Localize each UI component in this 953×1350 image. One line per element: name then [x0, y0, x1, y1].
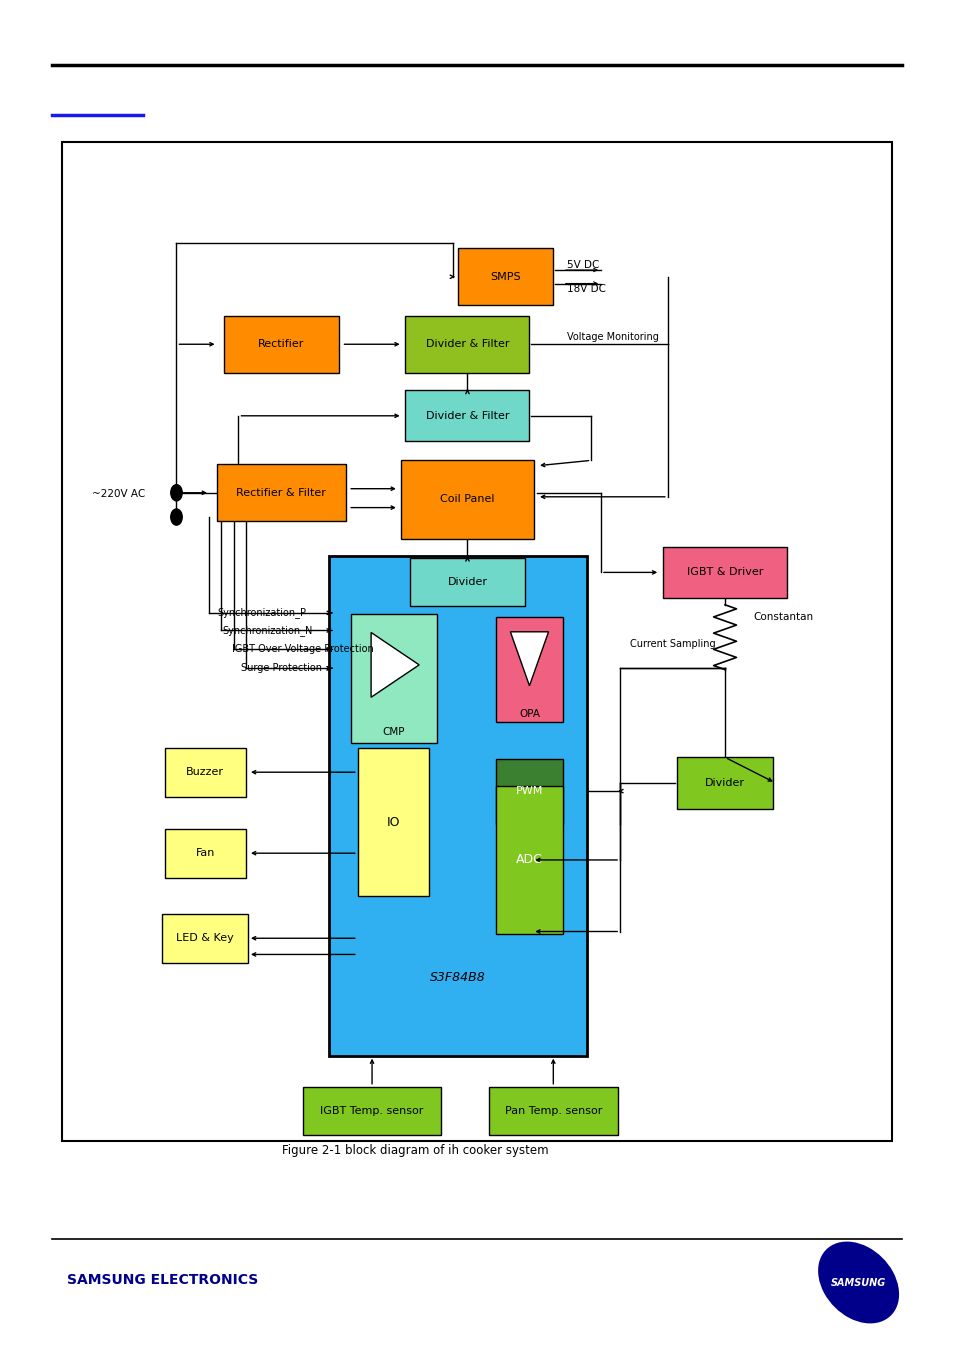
Text: Divider & Filter: Divider & Filter: [425, 339, 509, 350]
Circle shape: [171, 485, 182, 501]
Bar: [496, 786, 562, 934]
Bar: [351, 614, 436, 742]
Bar: [162, 914, 248, 963]
Text: Coil Panel: Coil Panel: [439, 494, 495, 505]
Text: Current Sampling: Current Sampling: [629, 639, 715, 649]
Bar: [329, 556, 586, 1056]
Text: Pan Temp. sensor: Pan Temp. sensor: [504, 1106, 601, 1116]
Text: SAMSUNG ELECTRONICS: SAMSUNG ELECTRONICS: [67, 1273, 257, 1287]
Text: Voltage Monitoring: Voltage Monitoring: [566, 332, 658, 343]
Text: OPA: OPA: [518, 709, 539, 720]
Text: ~220V AC: ~220V AC: [91, 489, 145, 500]
Bar: [405, 390, 529, 441]
Bar: [496, 617, 562, 722]
Bar: [164, 748, 246, 796]
Text: IGBT & Driver: IGBT & Driver: [686, 567, 762, 578]
Text: Rectifier: Rectifier: [258, 339, 304, 350]
Bar: [216, 464, 345, 521]
Text: Constantan: Constantan: [753, 612, 813, 622]
Bar: [457, 248, 553, 305]
Text: SMPS: SMPS: [490, 271, 520, 282]
Text: IGBT Over Voltage Protection: IGBT Over Voltage Protection: [232, 644, 374, 655]
Text: S3F84B8: S3F84B8: [430, 971, 485, 984]
Text: Surge Protection: Surge Protection: [241, 663, 322, 674]
Bar: [400, 460, 534, 539]
Bar: [405, 316, 529, 373]
Bar: [662, 547, 786, 598]
Polygon shape: [371, 632, 418, 698]
Text: Divider: Divider: [704, 778, 744, 788]
Bar: [62, 142, 891, 1141]
Text: Rectifier & Filter: Rectifier & Filter: [236, 487, 326, 498]
Bar: [677, 757, 772, 809]
Polygon shape: [510, 632, 548, 686]
Text: Synchronization_N: Synchronization_N: [222, 625, 313, 636]
Bar: [410, 558, 524, 606]
Text: Divider: Divider: [447, 576, 487, 587]
Text: IGBT Temp. sensor: IGBT Temp. sensor: [320, 1106, 423, 1116]
Text: ADC: ADC: [516, 853, 542, 867]
Circle shape: [171, 509, 182, 525]
Bar: [224, 316, 338, 373]
Text: CMP: CMP: [382, 726, 405, 737]
Text: SAMSUNG: SAMSUNG: [830, 1277, 885, 1288]
Bar: [488, 1087, 618, 1135]
Bar: [496, 759, 562, 824]
Text: IO: IO: [386, 815, 400, 829]
Text: Divider & Filter: Divider & Filter: [425, 410, 509, 421]
Text: Figure 2-1 block diagram of ih cooker system: Figure 2-1 block diagram of ih cooker sy…: [281, 1143, 548, 1157]
Text: PWM: PWM: [516, 786, 542, 796]
Text: 18V DC: 18V DC: [566, 284, 605, 294]
Text: LED & Key: LED & Key: [176, 933, 233, 944]
Bar: [357, 748, 429, 896]
Ellipse shape: [818, 1242, 898, 1323]
Bar: [164, 829, 246, 878]
Text: Buzzer: Buzzer: [186, 767, 224, 778]
Text: Fan: Fan: [195, 848, 214, 859]
Bar: [303, 1087, 440, 1135]
Text: 5V DC: 5V DC: [566, 259, 598, 270]
Text: Synchronization_P: Synchronization_P: [217, 608, 306, 618]
